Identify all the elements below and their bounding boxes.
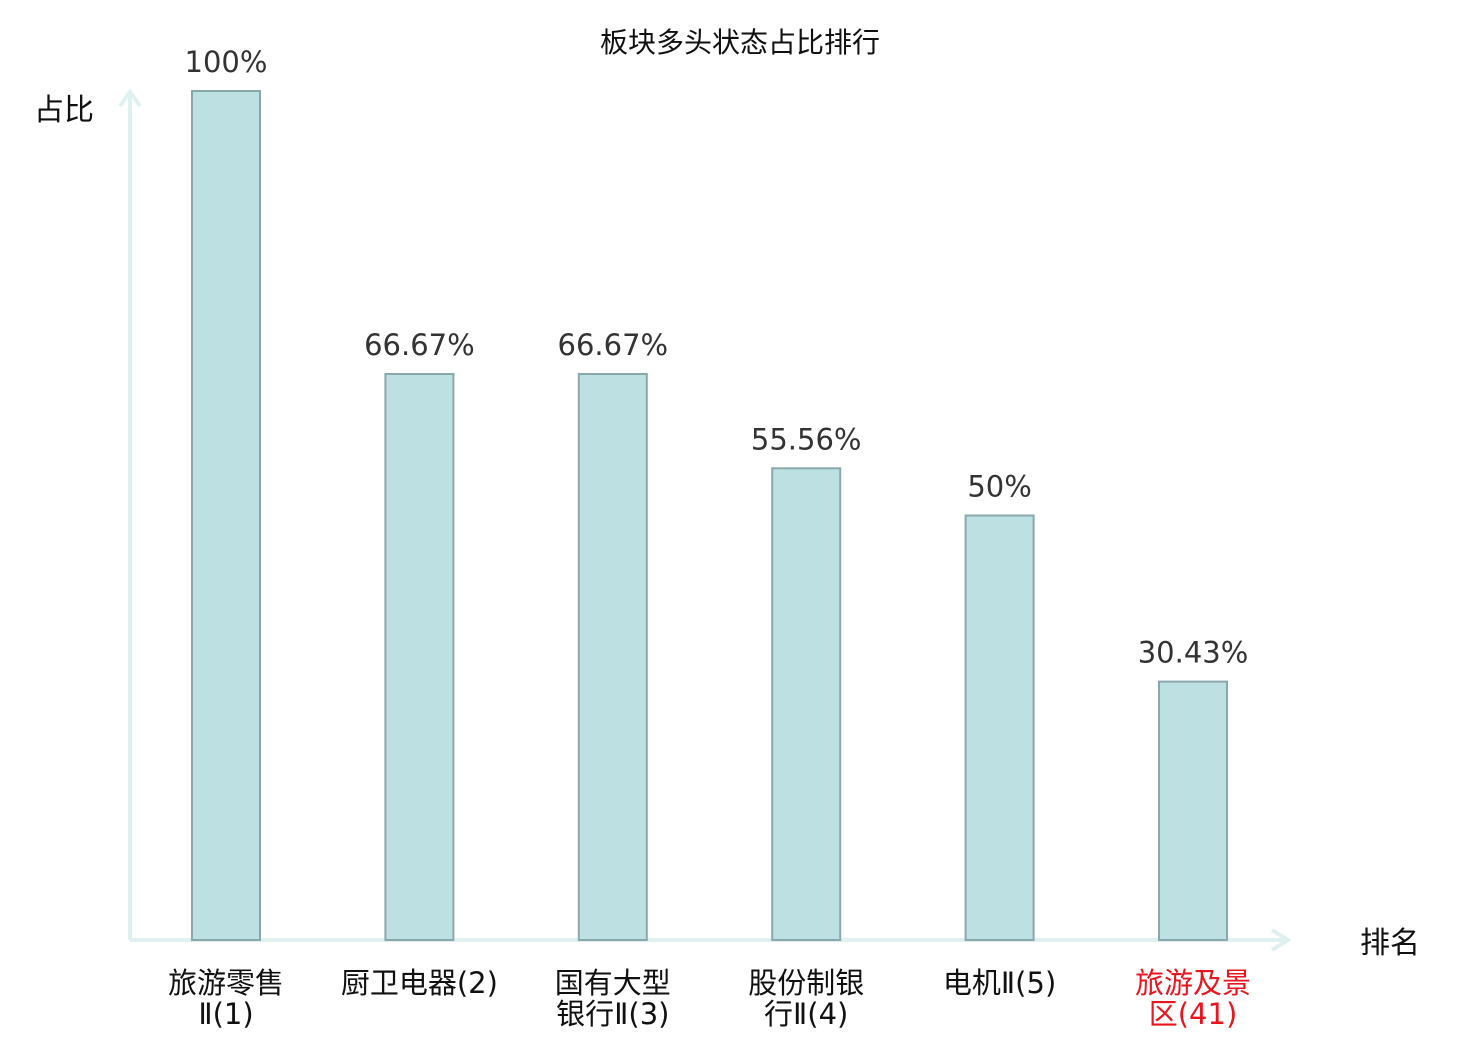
category-label-line: 旅游及景 [1135, 966, 1251, 1000]
x-axis-arrow [1270, 928, 1292, 952]
value-labels-group: 100% 66.67% 66.67% 55.56% 50% 30.43% [185, 45, 1249, 670]
bar-value-label-2: 66.67% [364, 328, 475, 362]
category-label-line: 行Ⅱ(4) [764, 997, 848, 1031]
bar-4 [771, 467, 842, 941]
bar-value-label-4: 55.56% [751, 422, 862, 456]
category-label-6: 旅游及景区(41) [1135, 966, 1251, 1031]
category-label-2: 厨卫电器(2) [341, 966, 498, 1000]
bar-6 [1158, 680, 1228, 941]
category-label-line: 股份制银 [748, 966, 864, 1000]
chart-title: 板块多头状态占比排行 [600, 26, 880, 59]
bar-2 [384, 373, 455, 941]
category-label-line: Ⅱ(1) [198, 997, 253, 1031]
category-label-3: 国有大型银行Ⅱ(3) [555, 966, 671, 1031]
bar-1 [191, 90, 261, 941]
category-label-line: 厨卫电器(2) [341, 966, 498, 1000]
bar-value-label-3: 66.67% [558, 328, 669, 362]
category-label-line: 旅游零售 [168, 966, 284, 1000]
category-label-line: 电机Ⅱ(5) [943, 966, 1056, 1000]
y-axis-label: 占比 [34, 93, 94, 128]
category-labels-group: 旅游零售 Ⅱ(1) 厨卫电器(2) 国有大型银行Ⅱ(3) 股份制银行Ⅱ(4) 电机Ⅱ(5)… [168, 966, 1251, 1031]
category-label-1: 旅游零售 Ⅱ(1) [168, 966, 284, 1031]
x-axis-label: 排名 [1360, 926, 1420, 961]
bar-5 [964, 514, 1035, 941]
y-axis-arrow [118, 88, 142, 108]
category-label-line: 国有大型 [555, 966, 671, 1000]
bar-value-label-5: 50% [967, 470, 1031, 504]
category-label-line: 银行Ⅱ(3) [556, 997, 669, 1031]
bar-value-label-1: 100% [185, 45, 268, 79]
category-label-line: 区(41) [1149, 997, 1238, 1031]
bars-group [191, 90, 1228, 941]
category-label-5: 电机Ⅱ(5) [943, 966, 1056, 1000]
bar-3 [577, 373, 648, 941]
category-label-4: 股份制银行Ⅱ(4) [748, 966, 864, 1031]
bar-value-label-6: 30.43% [1138, 636, 1249, 670]
